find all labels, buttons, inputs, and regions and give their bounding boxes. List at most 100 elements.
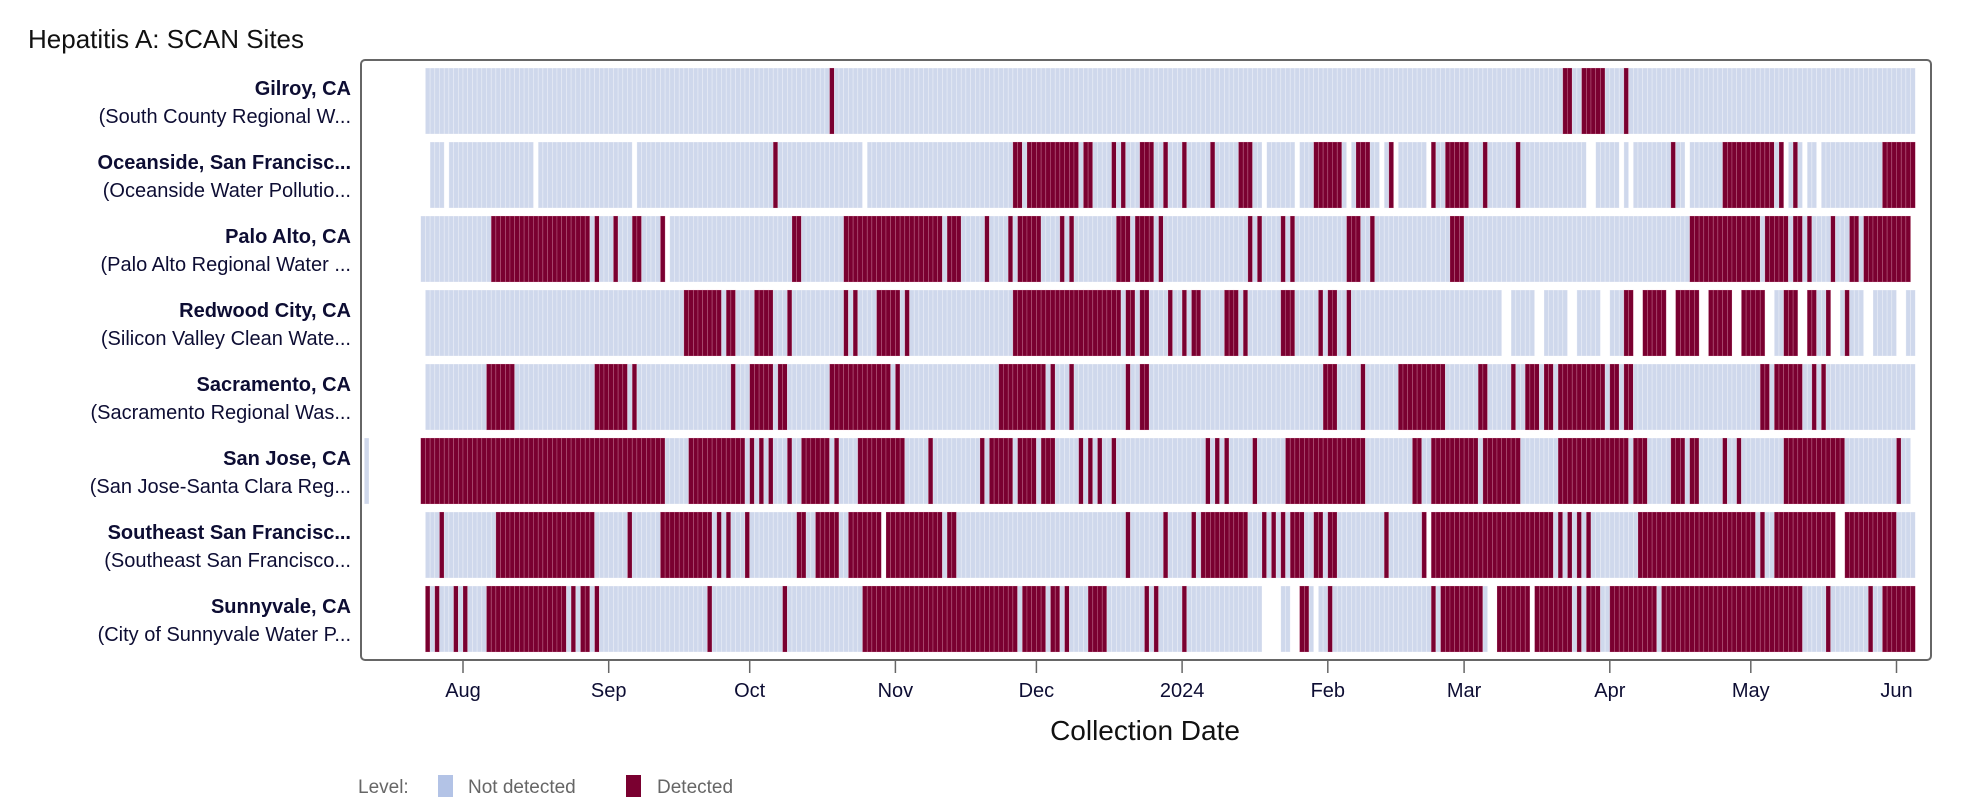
cell-not-detected bbox=[429, 511, 436, 579]
cell-detected bbox=[504, 437, 511, 505]
cell-not-detected bbox=[608, 215, 614, 283]
cell-not-detected bbox=[645, 67, 652, 135]
cell-not-detected bbox=[1313, 67, 1319, 135]
cell-detected bbox=[1736, 141, 1742, 209]
cell-not-detected bbox=[1633, 363, 1639, 431]
cell-not-detected bbox=[1101, 67, 1108, 135]
cell-not-detected bbox=[763, 215, 769, 283]
cell-not-detected bbox=[429, 363, 436, 431]
cell-not-detected bbox=[655, 67, 661, 135]
cell-not-detected bbox=[899, 363, 906, 431]
cell-not-detected bbox=[735, 141, 741, 209]
cell-detected bbox=[570, 511, 577, 579]
cell-not-detected bbox=[1487, 141, 1493, 209]
cell-detected bbox=[1012, 585, 1018, 653]
cell-detected bbox=[631, 363, 638, 431]
cell-detected bbox=[1595, 363, 1601, 431]
cell-not-detected bbox=[1651, 215, 1658, 283]
cell-detected bbox=[1515, 585, 1521, 653]
cell-detected bbox=[1365, 141, 1371, 209]
cell-not-detected bbox=[786, 585, 793, 653]
cell-not-detected bbox=[1336, 585, 1343, 653]
cell-detected bbox=[796, 511, 802, 579]
cell-not-detected bbox=[1195, 437, 1202, 505]
cell-not-detected bbox=[970, 511, 976, 579]
cell-detected bbox=[843, 215, 849, 283]
cell-not-detected bbox=[1097, 511, 1103, 579]
cell-detected bbox=[1524, 511, 1531, 579]
cell-not-detected bbox=[1242, 585, 1249, 653]
cell-detected bbox=[1327, 289, 1333, 357]
cell-detected bbox=[1430, 363, 1437, 431]
cell-not-detected bbox=[1383, 215, 1390, 283]
cell-not-detected bbox=[1257, 141, 1263, 209]
cell-detected bbox=[786, 289, 793, 357]
cell-not-detected bbox=[575, 141, 581, 209]
cell-not-detected bbox=[1285, 511, 1291, 579]
cell-not-detected bbox=[749, 585, 755, 653]
cell-not-detected bbox=[777, 215, 783, 283]
cell-detected bbox=[1839, 437, 1846, 505]
cell-not-detected bbox=[476, 289, 483, 357]
cell-not-detected bbox=[1745, 363, 1752, 431]
cell-detected bbox=[984, 215, 990, 283]
cell-not-detected bbox=[1233, 141, 1239, 209]
cell-not-detected bbox=[1905, 289, 1911, 357]
cell-not-detected bbox=[1261, 67, 1267, 135]
cell-detected bbox=[1069, 141, 1075, 209]
cell-not-detected bbox=[622, 141, 628, 209]
cell-detected bbox=[1797, 437, 1803, 505]
cell-detected bbox=[589, 511, 595, 579]
cell-detected bbox=[1318, 141, 1324, 209]
cell-not-detected bbox=[1059, 511, 1065, 579]
cell-detected bbox=[1430, 141, 1437, 209]
cell-detected bbox=[1031, 215, 1037, 283]
cell-detected bbox=[1111, 141, 1117, 209]
cell-not-detected bbox=[434, 363, 440, 431]
cell-not-detected bbox=[1374, 67, 1380, 135]
cell-not-detected bbox=[1877, 289, 1883, 357]
cell-not-detected bbox=[1604, 511, 1611, 579]
cell-not-detected bbox=[895, 67, 901, 135]
cell-not-detected bbox=[946, 67, 953, 135]
cell-not-detected bbox=[768, 585, 774, 653]
cell-not-detected bbox=[669, 141, 675, 209]
cell-not-detected bbox=[674, 585, 680, 653]
cell-not-detected bbox=[1492, 363, 1498, 431]
cell-detected bbox=[1778, 585, 1784, 653]
x-axis: Aug Sep Oct Nov Dec 2024 Feb Mar Apr May Jun bbox=[445, 661, 1913, 702]
cell-not-detected bbox=[1708, 363, 1714, 431]
cell-detected bbox=[504, 215, 511, 283]
cell-detected bbox=[1750, 289, 1756, 357]
cell-detected bbox=[580, 585, 586, 653]
cell-not-detected bbox=[1186, 437, 1192, 505]
cell-detected bbox=[1327, 585, 1333, 653]
cell-not-detected bbox=[993, 363, 1000, 431]
cell-detected bbox=[1680, 437, 1686, 505]
cell-detected bbox=[1849, 511, 1855, 579]
cell-not-detected bbox=[1858, 585, 1864, 653]
cell-not-detected bbox=[551, 289, 558, 357]
cell-detected bbox=[772, 141, 779, 209]
cell-detected bbox=[716, 437, 722, 505]
cell-not-detected bbox=[1600, 215, 1606, 283]
cell-detected bbox=[523, 215, 530, 283]
cell-not-detected bbox=[960, 437, 967, 505]
cell-not-detected bbox=[457, 585, 464, 653]
cell-not-detected bbox=[1083, 67, 1089, 135]
site-row bbox=[425, 67, 1916, 135]
cell-not-detected bbox=[453, 141, 459, 209]
cell-detected bbox=[1205, 437, 1211, 505]
cell-detected bbox=[857, 215, 863, 283]
cell-not-detected bbox=[721, 289, 727, 357]
cell-not-detected bbox=[660, 141, 666, 209]
cell-not-detected bbox=[1111, 585, 1117, 653]
cell-not-detected bbox=[636, 363, 642, 431]
cell-not-detected bbox=[1007, 67, 1014, 135]
cell-not-detected bbox=[1774, 437, 1780, 505]
cell-not-detected bbox=[1449, 67, 1455, 135]
cell-not-detected bbox=[1764, 67, 1770, 135]
cell-not-detected bbox=[965, 141, 971, 209]
cell-not-detected bbox=[1665, 67, 1672, 135]
cell-not-detected bbox=[974, 67, 981, 135]
